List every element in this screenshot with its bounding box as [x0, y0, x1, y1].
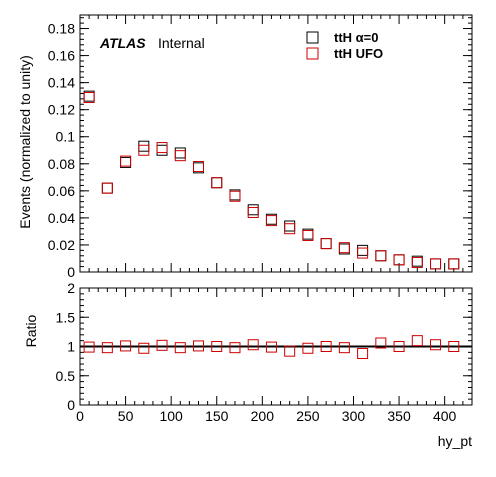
- data-point: [156, 142, 168, 154]
- ratio-panel: 0 0.5 1 1.5 2 0 50 100 150 200 250 300 350 400: [56, 280, 473, 424]
- data-point: [320, 238, 332, 250]
- x-tick-label: 0: [76, 408, 84, 424]
- legend-label: ttH UFO: [334, 46, 383, 61]
- y-tick-label: 1.5: [56, 309, 76, 325]
- data-point: [229, 342, 241, 354]
- y-tick-label: 0.06: [48, 183, 75, 199]
- atlas-label: ATLAS: [99, 35, 146, 51]
- data-point: [375, 337, 387, 349]
- data-point: [247, 204, 259, 216]
- data-point: [211, 177, 223, 189]
- legend-label: ttH α=0: [334, 30, 378, 45]
- x-axis-label: hy_pt: [438, 433, 472, 449]
- y-tick-label: 0.02: [48, 237, 75, 253]
- data-point: [338, 342, 350, 354]
- data-point: [193, 340, 205, 352]
- y-tick-label: 0.18: [48, 21, 75, 37]
- data-point: [174, 342, 186, 354]
- data-point: [357, 348, 369, 360]
- data-point: [101, 182, 113, 194]
- data-point: [138, 144, 150, 156]
- data-point: [375, 250, 387, 262]
- data-point: [211, 177, 223, 189]
- data-point: [138, 342, 150, 354]
- data-point: [430, 258, 442, 270]
- data-point: [393, 254, 405, 266]
- data-point: [156, 339, 168, 351]
- y-tick-label: 0.14: [48, 75, 75, 91]
- data-point: [83, 92, 95, 104]
- data-point: [357, 247, 369, 259]
- data-point: [448, 341, 460, 352]
- y-tick-label: 0.5: [56, 368, 76, 384]
- ratio-y-axis-label: Ratio: [23, 314, 39, 347]
- y-tick-label: 0.12: [48, 102, 75, 118]
- data-point: [448, 258, 460, 270]
- y-tick-label: 0.16: [48, 48, 75, 64]
- data-point: [265, 215, 277, 227]
- data-point: [247, 206, 259, 218]
- y-tick-label: 1: [67, 339, 75, 355]
- data-point: [156, 144, 168, 156]
- data-point: [430, 258, 442, 270]
- x-tick-label: 200: [251, 408, 275, 424]
- y-tick-label: 0: [67, 264, 75, 280]
- data-point: [247, 339, 259, 351]
- top-panel: 0 0.02 0.04 0.06 0.08 0.1 0.12 0.14 0.16 0.18: [48, 14, 473, 280]
- legend-marker: [306, 47, 319, 60]
- data-point: [101, 342, 113, 354]
- internal-label: Internal: [158, 35, 205, 51]
- data-point: [211, 341, 223, 352]
- data-point: [357, 244, 369, 256]
- data-point: [375, 250, 387, 262]
- x-tick-label: 350: [387, 408, 411, 424]
- data-point: [174, 147, 186, 159]
- data-point: [174, 150, 186, 162]
- data-point: [430, 339, 442, 351]
- data-point: [302, 229, 314, 241]
- data-point: [338, 242, 350, 254]
- data-point: [120, 340, 132, 352]
- annotations: ATLAS Internal Events (normalized to uni…: [17, 35, 472, 449]
- data-point: [138, 140, 150, 152]
- y-tick-label: 0: [67, 397, 75, 413]
- data-point: [229, 190, 241, 202]
- x-tick-label: 150: [205, 408, 229, 424]
- data-point: [320, 238, 332, 250]
- x-tick-label: 50: [118, 408, 134, 424]
- data-point: [120, 155, 132, 167]
- y-tick-label: 0.1: [56, 129, 76, 145]
- data-point: [101, 182, 113, 194]
- y-tick-label: 2: [67, 280, 75, 296]
- data-point: [448, 258, 460, 270]
- x-tick-label: 400: [433, 408, 457, 424]
- x-tick-label: 250: [296, 408, 320, 424]
- x-tick-label: 100: [159, 408, 183, 424]
- top-y-axis-label: Events (normalized to unity): [17, 55, 33, 229]
- y-tick-label: 0.04: [48, 210, 75, 226]
- y-tick-label: 0.08: [48, 156, 75, 172]
- data-point: [320, 341, 332, 352]
- data-point: [411, 257, 423, 269]
- data-point: [393, 341, 405, 352]
- legend-marker: [306, 31, 319, 44]
- x-tick-label: 300: [342, 408, 366, 424]
- data-point: [284, 220, 296, 232]
- data-point: [284, 223, 296, 235]
- data-point: [193, 160, 205, 172]
- data-point: [284, 345, 296, 357]
- data-point: [265, 341, 277, 353]
- data-point: [302, 342, 314, 354]
- data-point: [411, 335, 423, 347]
- data-point: [83, 341, 95, 353]
- panel-frame: [79, 14, 473, 273]
